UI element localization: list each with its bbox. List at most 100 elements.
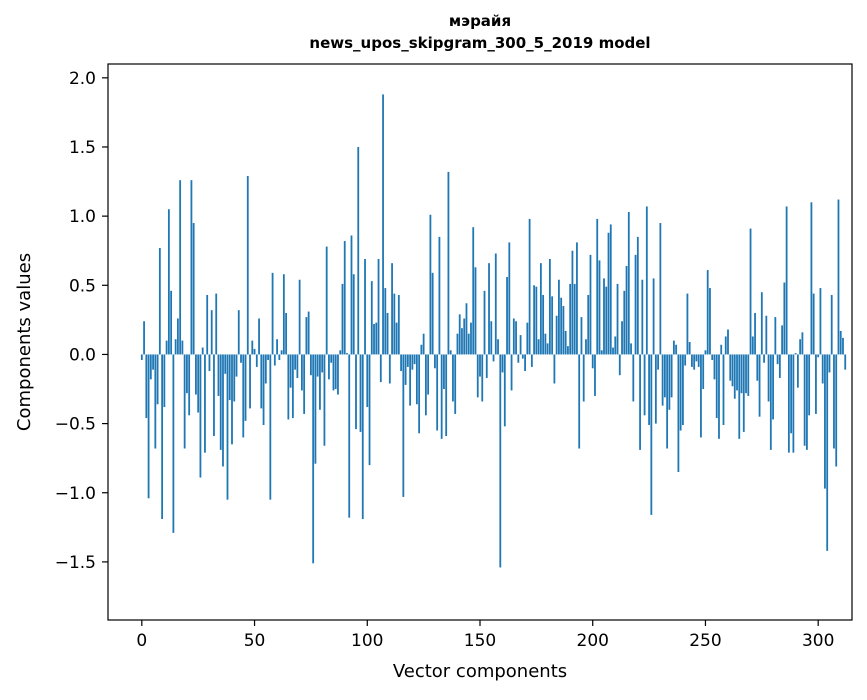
bar (179, 180, 182, 355)
bar (677, 354, 680, 473)
bar (456, 333, 459, 355)
bar (639, 354, 641, 450)
bar (512, 318, 515, 355)
bar (181, 340, 184, 355)
bar (210, 310, 213, 355)
bar (375, 322, 378, 355)
bar (772, 354, 774, 420)
bar (591, 354, 594, 369)
bar (330, 354, 333, 363)
bar (754, 312, 756, 355)
bar (663, 354, 666, 398)
bar (249, 354, 251, 409)
bar (824, 354, 826, 489)
y-tick-label: −1.5 (55, 553, 96, 573)
bar (222, 354, 224, 467)
bar (576, 242, 578, 355)
bar (691, 354, 693, 367)
bar (143, 321, 145, 355)
bar (722, 354, 725, 425)
bar (657, 354, 660, 370)
bar (161, 354, 164, 520)
bar (747, 354, 750, 396)
bar (402, 354, 405, 497)
bar (291, 354, 294, 419)
bar (262, 354, 265, 425)
bar (190, 180, 193, 355)
bar (420, 344, 423, 355)
bar (693, 354, 696, 370)
bar (767, 354, 770, 402)
bar (158, 247, 161, 355)
bar (652, 278, 655, 355)
y-tick-label: 1.5 (69, 138, 96, 158)
bar (240, 354, 242, 363)
bar (833, 354, 835, 449)
bar (298, 279, 301, 355)
bar (465, 303, 468, 355)
bar (321, 354, 324, 373)
bar (449, 350, 452, 355)
bar (616, 283, 619, 355)
bar (409, 354, 412, 406)
bar (799, 339, 802, 355)
bar (553, 354, 556, 384)
bar (648, 354, 650, 425)
bar (440, 354, 443, 439)
bar (479, 354, 481, 377)
bar (542, 294, 545, 355)
bar (452, 354, 454, 402)
bar (720, 344, 723, 355)
bar (418, 354, 421, 434)
bar (310, 354, 312, 376)
x-tick-label: 0 (136, 631, 147, 651)
bar (282, 274, 285, 355)
bar (551, 296, 554, 355)
bar (578, 354, 581, 449)
bar (485, 354, 488, 378)
bar (474, 267, 477, 355)
bar (810, 202, 813, 355)
bar (294, 354, 297, 370)
bar (406, 354, 409, 367)
bar (422, 333, 425, 355)
x-axis-ticks: 0 50 100 150 200 250 300 (136, 620, 834, 651)
bar (350, 235, 353, 355)
bar (300, 354, 303, 391)
bar (733, 354, 736, 399)
bar (213, 354, 215, 437)
chart-title-line1: мэрайя (449, 12, 511, 30)
bar (736, 354, 738, 391)
bar (429, 214, 432, 355)
bar (386, 312, 389, 355)
bar (763, 354, 765, 363)
bar (443, 354, 445, 390)
bar (760, 292, 763, 355)
bar (630, 343, 632, 355)
bar (585, 339, 587, 355)
bar (781, 325, 784, 355)
bar (713, 354, 716, 380)
bar (253, 348, 256, 355)
bar (546, 343, 549, 355)
bar (436, 354, 439, 431)
bar (643, 354, 646, 416)
bar (461, 328, 463, 355)
bar (695, 354, 698, 362)
bar (323, 354, 326, 446)
bar (316, 354, 319, 377)
bar (251, 340, 254, 355)
bar (447, 171, 450, 355)
x-tick-label: 100 (351, 631, 383, 651)
bar (278, 354, 281, 360)
bar (539, 263, 542, 355)
bar (609, 224, 612, 355)
bar (204, 354, 206, 453)
bar (645, 206, 648, 355)
bar (560, 297, 563, 355)
bar (260, 354, 263, 409)
bar (745, 354, 747, 394)
bar (235, 354, 238, 377)
bar (670, 354, 673, 398)
bar (488, 263, 490, 355)
